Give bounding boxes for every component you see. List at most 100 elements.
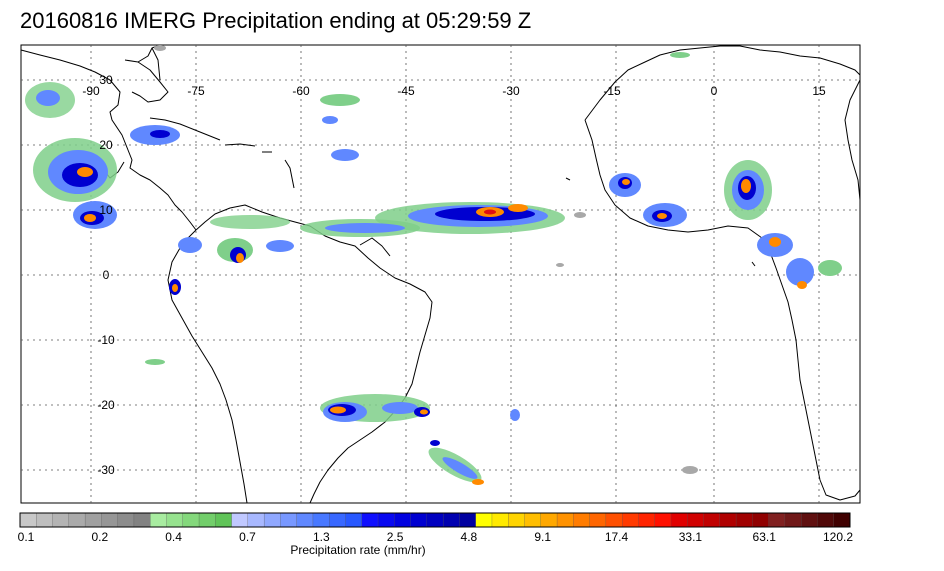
- africa-coast: [584, 45, 861, 121]
- colorbar-tick-label: 0.1: [18, 530, 35, 544]
- colorbar-swatch: [117, 512, 135, 528]
- colorbar-tick-labels: 0.1 0.2 0.4 0.7 1.3 2.5 4.8 9.1 17.4 33.1 63.1 120.…: [18, 530, 854, 544]
- lon-label: -30: [502, 84, 520, 98]
- colorbar-swatch: [752, 512, 770, 528]
- lat-label: -10: [97, 333, 115, 347]
- lat-label: 30: [99, 73, 113, 87]
- cuba: [149, 117, 221, 141]
- colorbar-swatch: [182, 512, 200, 528]
- colorbar-swatch: [377, 512, 395, 528]
- colorbar-swatch: [556, 512, 574, 528]
- lon-label: -45: [397, 84, 415, 98]
- africa-west-coast: [584, 119, 861, 501]
- south-america-coast: [195, 204, 433, 504]
- colorbar-swatch: [329, 512, 346, 528]
- map-title: 20160816 IMERG Precipitation ending at 0…: [20, 8, 532, 33]
- colorbar-label: Precipitation rate (mm/hr): [290, 543, 425, 557]
- south-america-storms: [169, 237, 294, 295]
- colorbar-swatch: [345, 512, 363, 528]
- colorbar-tick-label: 4.8: [461, 530, 478, 544]
- colorbar-swatch: [52, 512, 70, 528]
- gulf-coast: [124, 59, 169, 103]
- colorbar-swatch: [410, 512, 428, 528]
- colorbar-swatch: [150, 512, 167, 528]
- colorbar-swatch: [735, 512, 753, 528]
- colorbar-swatch: [166, 512, 184, 528]
- colorbar-swatch: [670, 512, 688, 528]
- south-brazil-storms: [320, 394, 484, 485]
- precipitation-layer: [25, 45, 842, 485]
- colorbar-swatch: [101, 512, 119, 528]
- colorbar-tick-label: 0.4: [165, 530, 182, 544]
- colorbar-swatch: [491, 512, 509, 528]
- lat-label: 0: [103, 268, 110, 282]
- south-america-west: [167, 229, 248, 504]
- itcz-atlantic: [210, 202, 565, 237]
- gulf-of-guinea-islands: [751, 261, 756, 267]
- colorbar-swatch: [768, 512, 786, 528]
- colorbar-swatch: [36, 512, 53, 528]
- colorbar-swatch: [524, 512, 542, 528]
- colorbar-swatch: [394, 512, 412, 528]
- colorbar-swatch: [84, 512, 102, 528]
- lesser-antilles: [284, 159, 295, 189]
- colorbar-frame: [19, 512, 851, 528]
- colorbar-tick-label: 63.1: [753, 530, 777, 544]
- lon-label: -15: [603, 84, 621, 98]
- central-america-storms: [25, 82, 180, 229]
- lon-label: 0: [711, 84, 718, 98]
- colorbar-swatch: [475, 512, 493, 528]
- lat-label: -30: [97, 463, 115, 477]
- colorbar-swatch: [687, 512, 704, 528]
- map-frame: [20, 44, 861, 504]
- colorbar-swatch: [605, 512, 623, 528]
- light-precip-specks: [145, 45, 698, 474]
- colorbar-swatch: [573, 512, 591, 528]
- lat-label: 10: [99, 203, 113, 217]
- colorbar-swatch: [784, 512, 802, 528]
- colorbar-swatch: [296, 512, 314, 528]
- lon-label: 15: [812, 84, 826, 98]
- colorbar-swatch: [833, 512, 851, 528]
- west-africa-storms: [609, 160, 842, 289]
- cape-verde: [565, 177, 571, 181]
- colorbar-swatch: [133, 512, 151, 528]
- lat-label: 20: [99, 138, 113, 152]
- colorbar-swatch: [638, 512, 656, 528]
- colorbar-swatch: [361, 512, 379, 528]
- colorbar-swatch: [703, 512, 721, 528]
- colorbar-swatch: [215, 512, 233, 528]
- colorbar-swatch: [654, 512, 672, 528]
- colorbar-swatch: [280, 512, 298, 528]
- longitude-labels: -90 -75 -60 -45 -30 -15 0 15: [82, 84, 826, 98]
- colorbar-tick-label: 33.1: [679, 530, 703, 544]
- colorbar-swatch: [231, 512, 249, 528]
- lat-label: -20: [97, 398, 115, 412]
- colorbar-swatch: [68, 512, 86, 528]
- colorbar-swatch: [312, 512, 330, 528]
- colorbar-swatch: [198, 512, 216, 528]
- colorbar-swatch: [459, 512, 477, 528]
- colorbar-swatch: [817, 512, 835, 528]
- colorbar-swatch: [622, 512, 639, 528]
- latitude-labels: 30 20 10 0 -10 -20 -30: [97, 73, 115, 477]
- lon-label: -60: [292, 84, 310, 98]
- colorbar-swatch: [442, 512, 460, 528]
- colorbar-tick-label: 9.1: [534, 530, 551, 544]
- amazon-delta: [359, 237, 391, 257]
- colorbar-swatch: [540, 512, 558, 528]
- colorbar-swatch: [426, 512, 444, 528]
- hispaniola: [224, 143, 256, 147]
- lon-label: -90: [82, 84, 100, 98]
- colorbar-tick-label: 120.2: [823, 530, 853, 544]
- africa-east: [844, 79, 861, 201]
- colorbar-tick-label: 1.3: [313, 530, 330, 544]
- colorbar-tick-label: 2.5: [387, 530, 404, 544]
- colorbar-swatch: [589, 512, 607, 528]
- colorbar-swatch: [719, 512, 737, 528]
- colorbar-swatch: [263, 512, 281, 528]
- north-america-coast: [20, 49, 197, 231]
- gridlines: [21, 45, 860, 503]
- lon-label: -75: [187, 84, 205, 98]
